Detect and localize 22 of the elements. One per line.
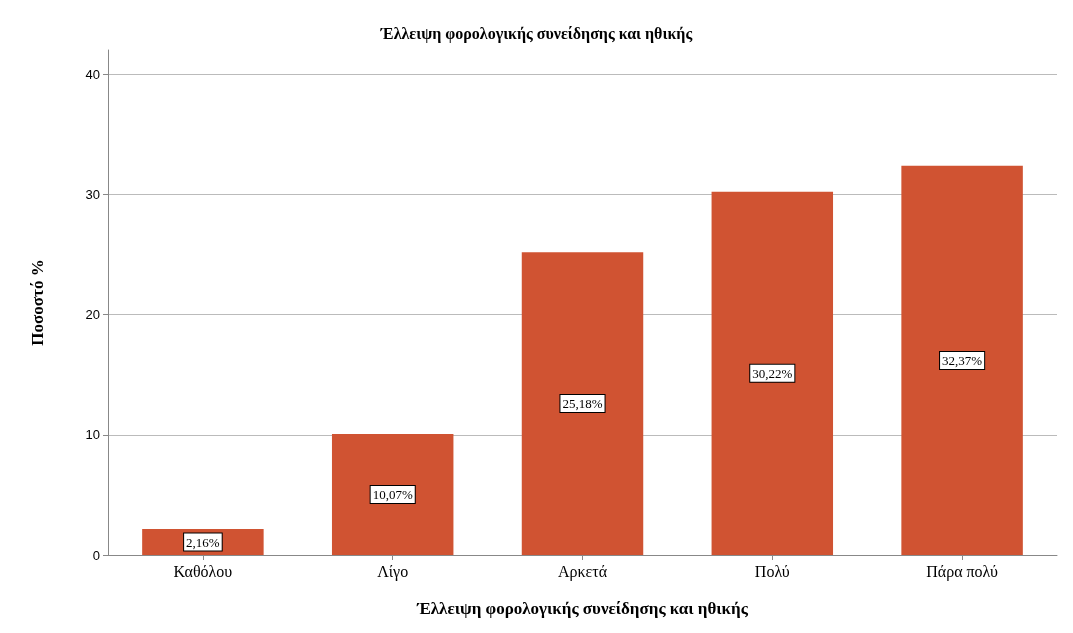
x-tick-label: Αρκετά <box>557 562 608 581</box>
bar <box>521 252 644 555</box>
bar <box>901 165 1023 555</box>
data-label: 2,16% <box>186 534 220 550</box>
bar <box>711 191 834 555</box>
y-axis-title: Ποσοστό % <box>28 259 47 346</box>
y-tick-label: 0 <box>92 547 100 563</box>
x-tick-label: Πάρα πολύ <box>926 562 999 581</box>
bar <box>331 433 454 555</box>
x-tick-label: Καθόλου <box>173 562 233 580</box>
data-label: 30,22% <box>752 365 793 381</box>
data-label: 25,18% <box>562 396 603 412</box>
chart-title: Έλλειψη φορολογικής συνείδησης και ηθικής <box>379 24 693 43</box>
x-tick-label: Πολύ <box>754 562 790 580</box>
y-tick-label: 10 <box>85 427 100 443</box>
x-axis-title: Έλλειψη φορολογικής συνείδησης και ηθικής <box>416 599 749 618</box>
y-tick-label: 20 <box>85 307 100 323</box>
x-tick-label: Λίγο <box>377 562 409 581</box>
data-label: 10,07% <box>372 486 413 502</box>
data-label: 32,37% <box>942 352 983 368</box>
y-tick-label: 30 <box>85 186 100 202</box>
y-tick-label: 40 <box>85 66 100 82</box>
